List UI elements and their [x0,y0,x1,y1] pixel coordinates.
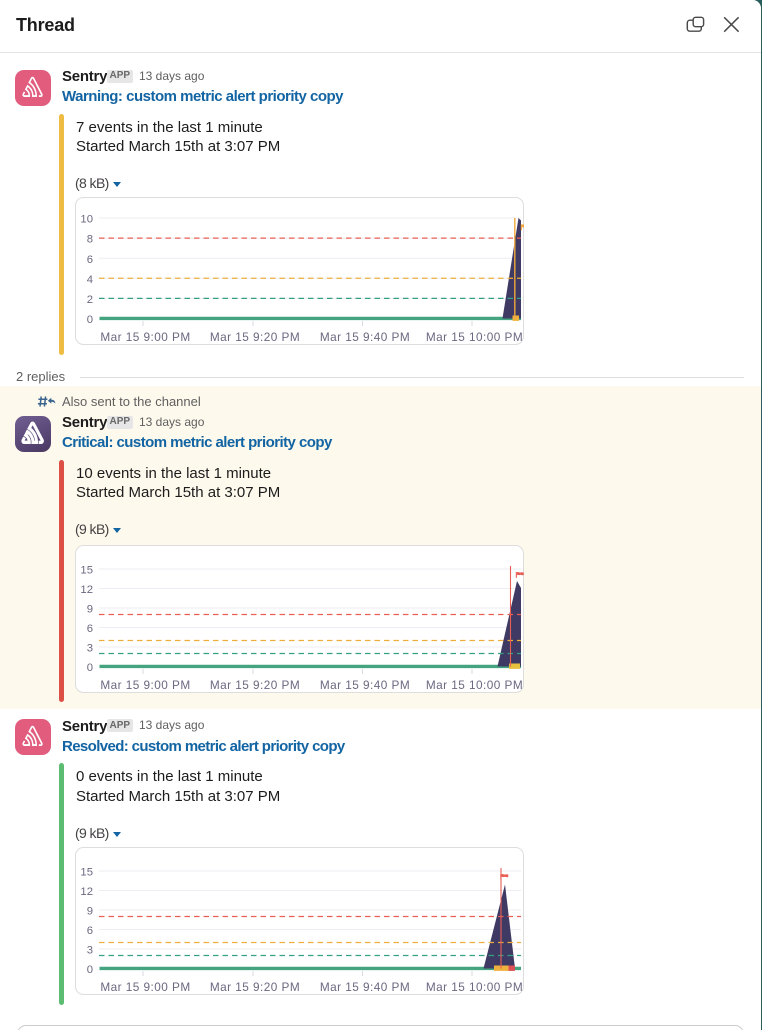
svg-text:12: 12 [80,886,93,898]
svg-text:15: 15 [80,564,93,576]
svg-text:9: 9 [87,603,93,615]
svg-text:3: 3 [87,945,93,957]
svg-text:12: 12 [80,584,93,596]
svg-text:Mar 15 9:00 PM: Mar 15 9:00 PM [100,330,190,344]
svg-text:Mar 15 10:00 PM: Mar 15 10:00 PM [426,980,523,994]
svg-text:Mar 15 10:00 PM: Mar 15 10:00 PM [426,330,523,344]
svg-text:8: 8 [87,234,93,246]
svg-text:3: 3 [87,642,93,654]
svg-text:Mar 15 9:40 PM: Mar 15 9:40 PM [320,330,410,344]
svg-text:Mar 15 9:20 PM: Mar 15 9:20 PM [210,330,300,344]
svg-text:4: 4 [87,274,93,286]
svg-text:Mar 15 9:00 PM: Mar 15 9:00 PM [100,678,190,692]
svg-text:15: 15 [80,867,93,879]
svg-text:10: 10 [80,214,93,226]
svg-text:0: 0 [87,964,93,976]
svg-text:6: 6 [87,254,93,266]
svg-text:6: 6 [87,925,93,937]
svg-text:Mar 15 9:20 PM: Mar 15 9:20 PM [210,980,300,994]
svg-text:Mar 15 9:40 PM: Mar 15 9:40 PM [320,980,410,994]
svg-text:0: 0 [87,314,93,326]
svg-text:0: 0 [87,662,93,674]
svg-text:Mar 15 9:40 PM: Mar 15 9:40 PM [320,678,410,692]
svg-text:Mar 15 9:00 PM: Mar 15 9:00 PM [100,980,190,994]
svg-text:6: 6 [87,623,93,635]
svg-text:2: 2 [87,294,93,306]
svg-text:Mar 15 10:00 PM: Mar 15 10:00 PM [426,678,523,692]
svg-text:9: 9 [87,906,93,918]
svg-text:Mar 15 9:20 PM: Mar 15 9:20 PM [210,678,300,692]
